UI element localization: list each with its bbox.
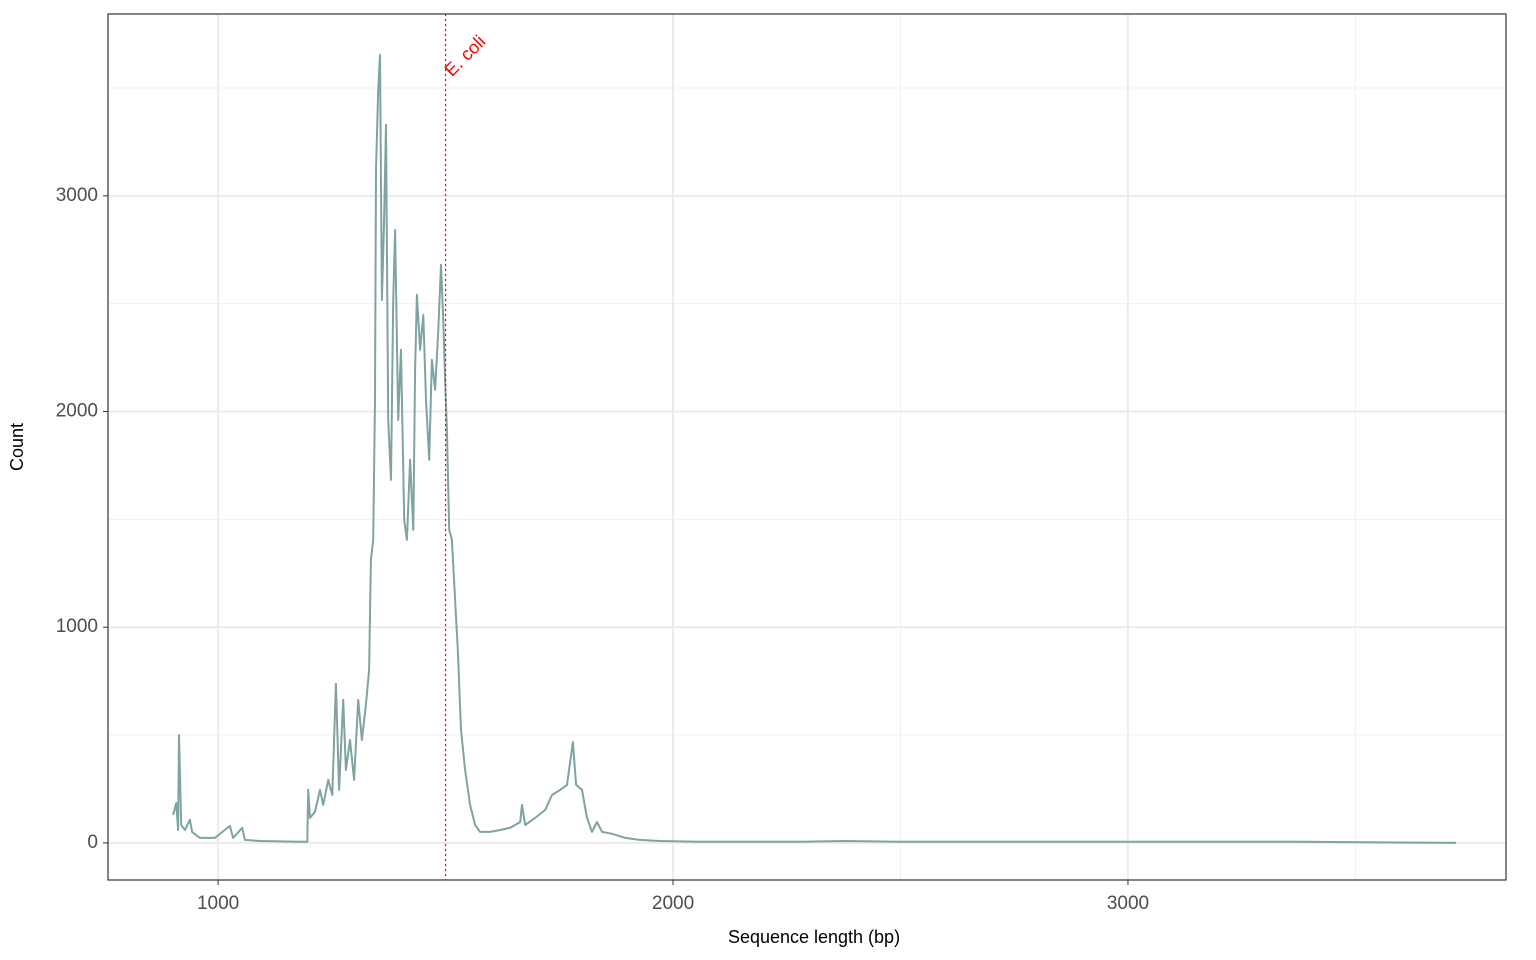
- x-tick-label: 3000: [1107, 893, 1149, 914]
- y-tick-label: 1000: [56, 616, 98, 637]
- y-tick-label: 2000: [56, 401, 98, 422]
- y-tick-label: 3000: [56, 185, 98, 206]
- x-tick-label: 2000: [652, 893, 694, 914]
- x-tick-label: 1000: [197, 893, 239, 914]
- x-axis-title: Sequence length (bp): [728, 927, 900, 947]
- y-tick-label: 0: [87, 832, 98, 853]
- y-axis-title: Count: [7, 423, 27, 471]
- panel-border: [107, 13, 1507, 881]
- panel: [108, 14, 1506, 880]
- data-line: [172, 54, 1457, 844]
